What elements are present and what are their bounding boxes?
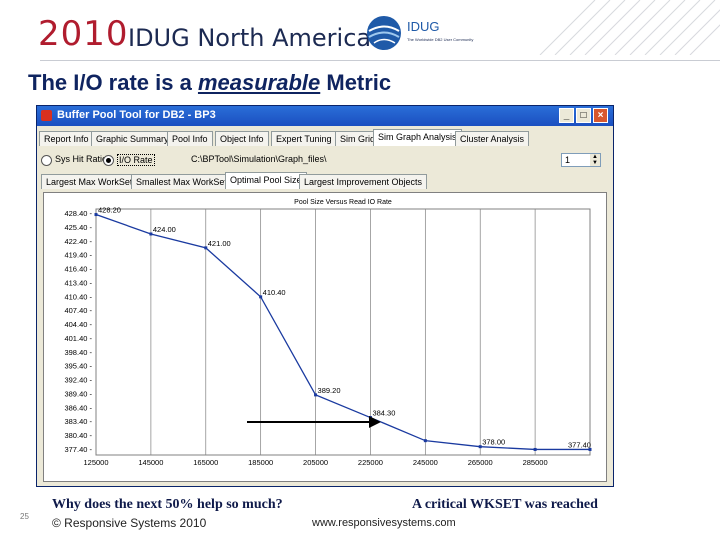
app-icon [41,110,52,121]
x-tick-label: 285000 [523,458,548,467]
data-label: 378.00 [482,438,505,447]
tab-expert-tuning[interactable]: Expert Tuning [271,131,337,146]
data-label: 410.40 [263,288,286,297]
io-rate-label: I/O Rate [117,154,155,166]
y-tick-label: 392.40 - [64,376,92,385]
y-tick-label: 377.40 - [64,445,92,454]
caption-left: Why does the next 50% help so much? [52,497,283,512]
graph-options-row: Sys Hit Ratio I/O Rate C:\BPTool\Simulat… [41,152,611,170]
tab-object-info[interactable]: Object Info [215,131,269,146]
hit-ratio-label: Sys Hit Ratio [55,154,108,164]
data-point [588,447,592,451]
y-tick-label: 383.40 - [64,417,92,426]
page-spinner[interactable]: 1 ▲ ▼ [561,153,601,167]
slide-title: The I/O rate is a measurable Metric [28,70,391,96]
hit-ratio-radio[interactable] [41,155,52,166]
title-prefix: The I/O rate is a [28,70,198,95]
x-tick-label: 165000 [193,458,218,467]
chart-title: Pool Size Versus Read IO Rate [294,199,392,206]
x-tick-label: 245000 [413,458,438,467]
y-tick-label: 413.40 - [64,278,92,287]
slide-page-number: 25 [20,512,29,521]
idug-logo: IDUG The Worldwide DB2 User Community [367,16,473,50]
header-divider [40,60,720,61]
data-label: 421.00 [208,239,231,248]
window-titlebar[interactable]: Buffer Pool Tool for DB2 - BP3 _ □ × [37,106,613,126]
y-tick-label: 386.40 - [64,403,92,412]
data-point [423,439,427,443]
subtab-smallest-max-workset[interactable]: Smallest Max WorkSet [131,174,232,189]
header-year: 2010 [38,14,129,54]
tab-cluster-analysis[interactable]: Cluster Analysis [455,131,530,146]
logo-wordmark: IDUG [407,19,440,34]
tab-report-info[interactable]: Report Info [39,131,94,146]
x-tick-label: 205000 [303,458,328,467]
y-tick-label: 410.40 - [64,292,92,301]
x-tick-label: 225000 [358,458,383,467]
y-tick-label: 395.40 - [64,362,92,371]
caption-right: A critical WKSET was reached [412,497,598,512]
x-tick-label: 125000 [83,458,108,467]
tab-graphic-summary[interactable]: Graphic Summary [91,131,174,146]
y-tick-label: 419.40 - [64,251,92,260]
data-point [314,393,318,397]
window-title: Buffer Pool Tool for DB2 - BP3 [57,109,216,121]
subtab-largest-max-workset[interactable]: Largest Max WorkSet [41,174,138,189]
io-rate-radio[interactable] [103,155,114,166]
subtab-largest-improvement-objects[interactable]: Largest Improvement Objects [299,174,428,189]
data-label: 384.30 [372,409,395,418]
title-emphasis: measurable [197,70,321,95]
y-tick-label: 407.40 - [64,306,92,315]
header-conference-name: IDUG North America [128,24,372,52]
minimize-button[interactable]: _ [559,108,574,123]
title-suffix: Metric [320,70,392,95]
io-rate-series-line [95,213,590,451]
data-point [259,295,263,299]
x-tick-label: 145000 [138,458,163,467]
graph-file-path: C:\BPTool\Simulation\Graph_files\ [191,154,327,164]
io-rate-chart: Pool Size Versus Read IO Rate 125000 14500… [64,199,592,467]
annotation-arrow [247,416,381,428]
header-stripes-decoration [539,0,720,55]
y-tick-label: 401.40 - [64,334,92,343]
data-point [94,213,98,217]
data-point [149,232,153,236]
y-tick-label: 425.40 - [64,223,92,232]
maximize-button[interactable]: □ [576,108,591,123]
footer-copyright: © Responsive Systems 2010 [52,516,207,530]
plot-area [95,208,591,456]
spinner-value: 1 [565,155,571,165]
data-point [478,445,482,449]
data-label: 377.40 [568,440,591,449]
data-point [204,246,208,250]
data-label: 428.20 [98,206,121,215]
x-tick-label: 185000 [248,458,273,467]
data-label: 424.00 [153,225,176,234]
y-tick-label: 422.40 - [64,237,92,246]
buffer-pool-tool-window: Buffer Pool Tool for DB2 - BP3 _ □ × Rep… [36,105,614,487]
data-label: 389.20 [318,386,341,395]
y-tick-label: 428.40 - [64,209,92,218]
footer-website: www.responsivesystems.com [312,517,456,529]
y-tick-label: 416.40 - [64,265,92,274]
logo-tagline: The Worldwide DB2 User Community [407,37,473,42]
y-tick-label: 398.40 - [64,348,92,357]
spinner-arrows-icon[interactable]: ▲ ▼ [590,154,600,166]
y-tick-label: 380.40 - [64,431,92,440]
y-tick-label: 404.40 - [64,320,92,329]
subtab-optimal-pool-size[interactable]: Optimal Pool Size [225,172,307,189]
tab-sim-graph-analysis[interactable]: Sim Graph Analysis [373,129,462,146]
x-tick-label: 265000 [468,458,493,467]
tab-pool-info[interactable]: Pool Info [167,131,213,146]
close-button[interactable]: × [593,108,608,123]
y-tick-label: 389.40 - [64,389,92,398]
graph-panel: Pool Size Versus Read IO Rate 125000 14500… [43,192,607,482]
data-point [533,447,537,451]
